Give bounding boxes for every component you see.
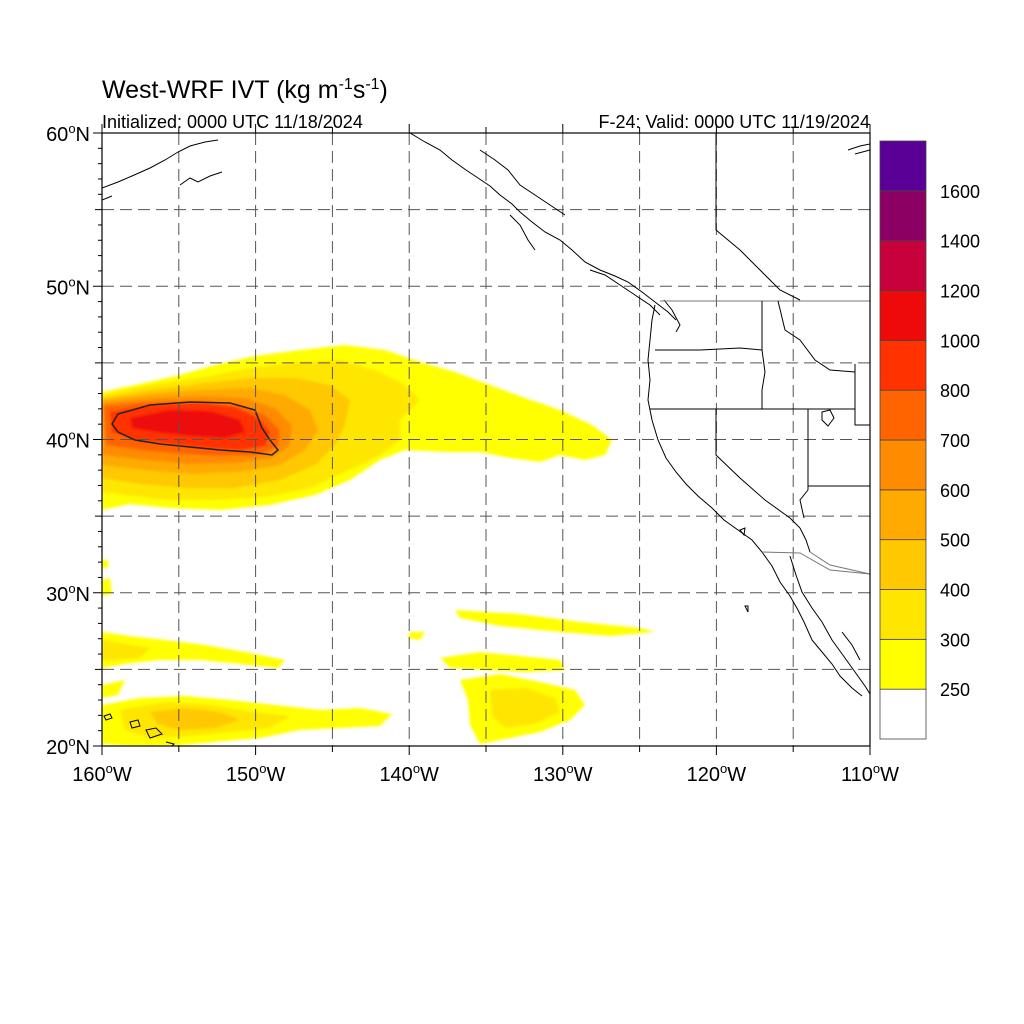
colorbar-swatch xyxy=(879,539,927,590)
colorbar-label: 1600 xyxy=(940,182,980,202)
init-time-label: Initialized: 0000 UTC 11/18/2024 xyxy=(102,112,363,132)
coastlines xyxy=(102,133,870,746)
colorbar-swatch xyxy=(879,140,927,192)
colorbar-swatch xyxy=(879,638,927,690)
latitude-labels: 20oN 30oN 40oN 50oN 60oN xyxy=(46,121,90,759)
colorbar-swatch xyxy=(879,290,927,341)
colorbar-label: 1000 xyxy=(940,331,980,351)
colorbar-swatch xyxy=(879,339,927,391)
lat-tick-label: 20oN xyxy=(46,734,90,759)
lon-tick-label: 110oW xyxy=(841,761,899,786)
colorbar-label: 300 xyxy=(940,630,970,650)
map-area xyxy=(102,133,870,746)
colorbar-swatch xyxy=(879,389,927,441)
axis-ticks xyxy=(93,124,871,755)
colorbar-labels: 250 300 400 500 600 700 800 1000 1200 1400 1600 xyxy=(940,182,980,700)
colorbar-swatch xyxy=(879,589,927,640)
lon-tick-label: 120oW xyxy=(687,761,747,786)
lat-tick-label: 30oN xyxy=(46,581,90,606)
colorbar-label: 1200 xyxy=(940,282,980,302)
colorbar-swatch xyxy=(879,439,927,491)
colorbar-label: 600 xyxy=(940,481,970,501)
lon-tick-label: 160oW xyxy=(72,761,132,786)
colorbar-label: 400 xyxy=(940,581,970,601)
longitude-labels: 160oW 150oW 140oW 130oW 120oW 110oW xyxy=(72,761,899,786)
lon-tick-label: 150oW xyxy=(226,761,286,786)
map-gridlines xyxy=(102,133,870,746)
figure-title: West-WRF IVT (kg m-1s-1) xyxy=(102,76,388,104)
lon-tick-label: 140oW xyxy=(379,761,439,786)
lon-tick-label: 130oW xyxy=(533,761,593,786)
colorbar-label: 500 xyxy=(940,531,970,551)
colorbar-label: 1400 xyxy=(940,232,980,252)
colorbar-swatch xyxy=(879,688,927,740)
ivt-contour-line xyxy=(111,401,280,456)
lat-tick-label: 60oN xyxy=(46,121,90,146)
ivt-shading xyxy=(102,345,655,746)
lat-tick-label: 50oN xyxy=(46,274,90,299)
lat-tick-label: 40oN xyxy=(46,428,90,453)
valid-time-label: F-24: Valid: 0000 UTC 11/19/2024 xyxy=(599,112,871,132)
colorbar xyxy=(879,140,927,740)
colorbar-swatch xyxy=(879,240,927,291)
political-borders xyxy=(650,133,870,575)
colorbar-label: 800 xyxy=(940,381,970,401)
colorbar-swatch xyxy=(879,489,927,541)
colorbar-label: 700 xyxy=(940,431,970,451)
colorbar-swatch xyxy=(879,190,927,242)
colorbar-label: 250 xyxy=(940,680,970,700)
